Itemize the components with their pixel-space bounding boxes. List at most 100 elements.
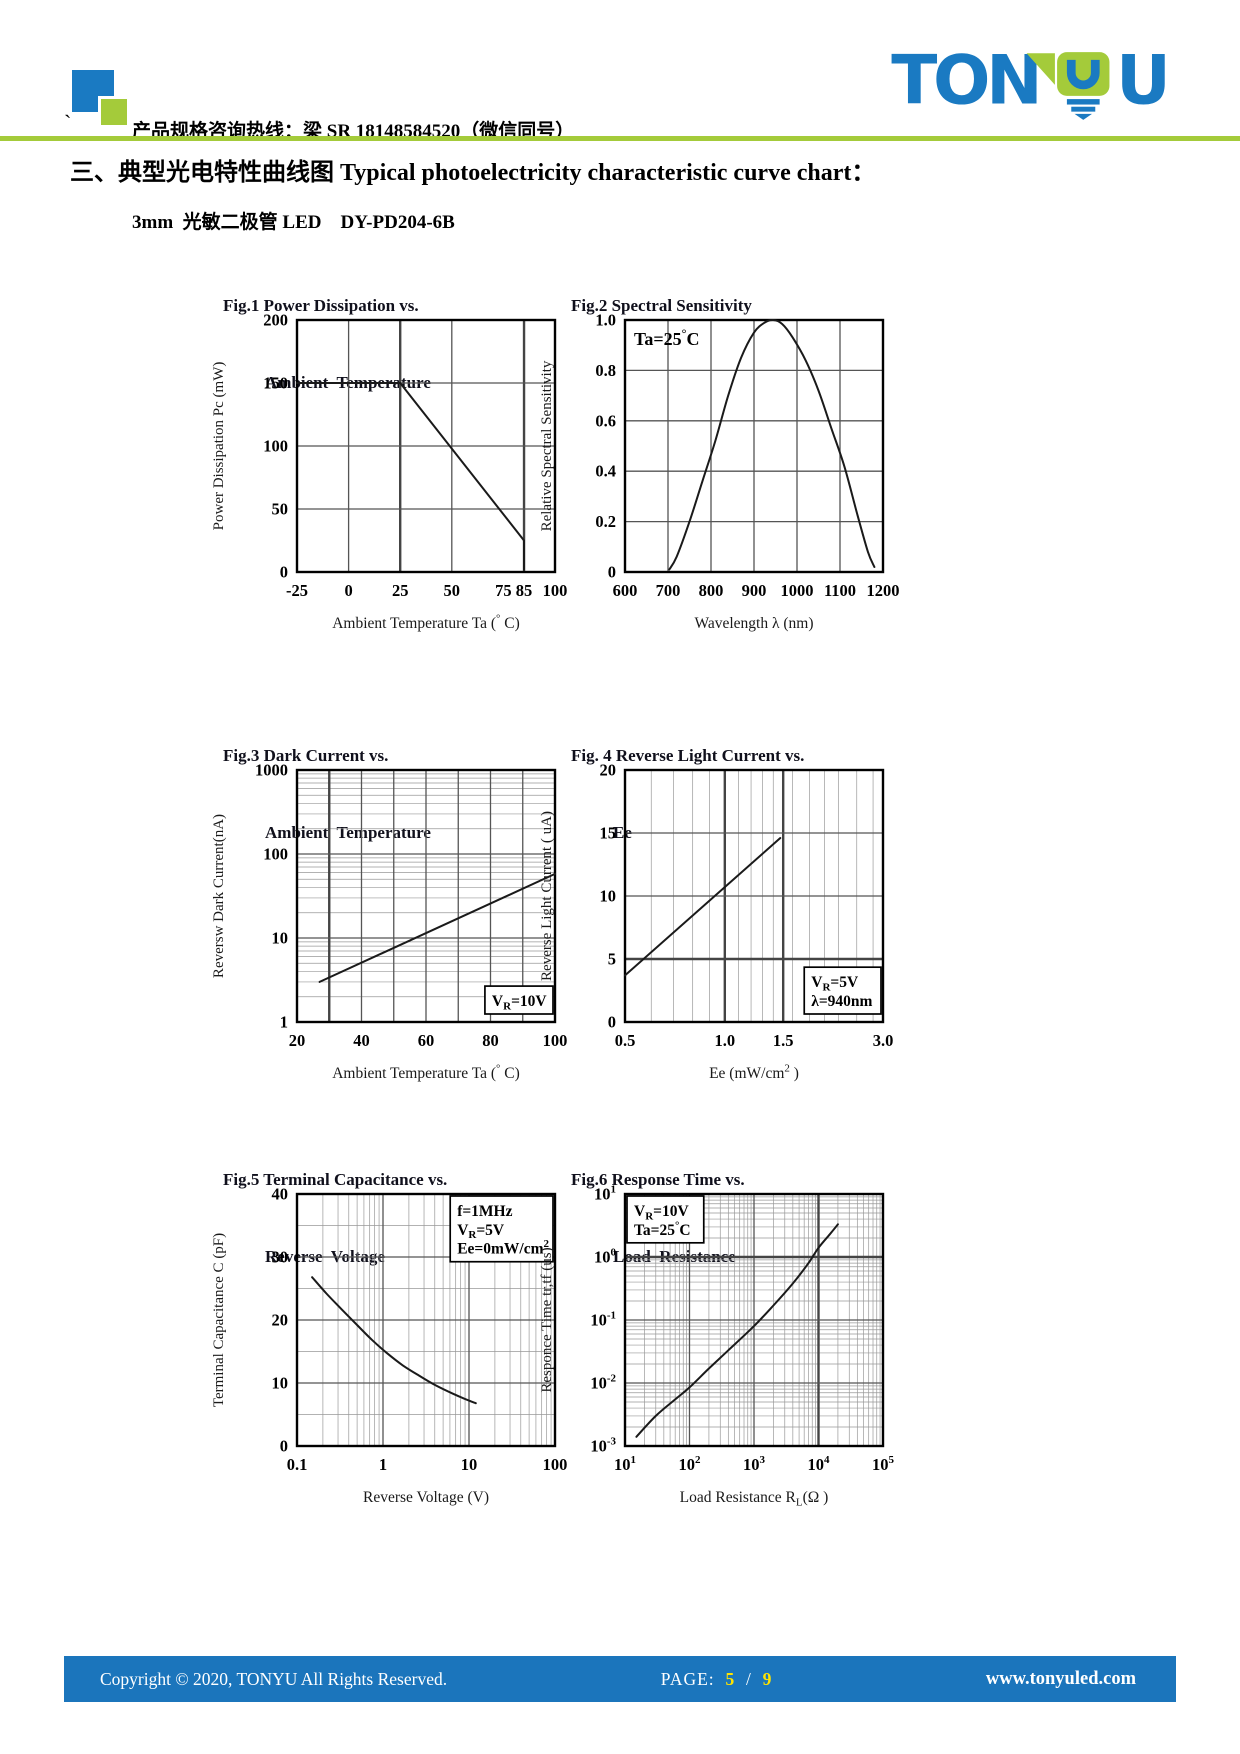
svg-text:10-1: 10-1 xyxy=(590,1310,616,1330)
fig4-caption-line2: Ee xyxy=(613,822,632,842)
svg-text:Reverse Voltage (V): Reverse Voltage (V) xyxy=(363,1489,489,1506)
svg-text:60: 60 xyxy=(418,1031,435,1050)
svg-text:Ambient Temperature Ta (° C): Ambient Temperature Ta (° C) xyxy=(332,612,520,632)
svg-text:0.4: 0.4 xyxy=(595,462,616,481)
svg-text:VR=5V: VR=5V xyxy=(811,974,859,993)
svg-text:0: 0 xyxy=(608,1013,616,1032)
svg-text:20: 20 xyxy=(289,1031,306,1050)
svg-text:1000: 1000 xyxy=(255,761,288,780)
svg-text:20: 20 xyxy=(600,761,617,780)
svg-text:1000: 1000 xyxy=(781,581,814,600)
footer-page-info: PAGE: 5 / 9 xyxy=(661,1669,773,1690)
svg-text:85: 85 xyxy=(516,581,533,600)
figure-6: Fig.6 Response Time vs. Load Resistance … xyxy=(533,1116,933,1512)
svg-text:100: 100 xyxy=(543,1031,568,1050)
fig2-chart: 600 700 800 900 1000 1100 1200 0 0.2 0.4 0.6 0.8 1.0… xyxy=(539,311,900,633)
svg-text:100: 100 xyxy=(263,845,288,864)
svg-text:1100: 1100 xyxy=(824,581,856,600)
svg-text:150: 150 xyxy=(263,374,288,393)
svg-text:80: 80 xyxy=(482,1031,499,1050)
svg-text:Ambient Temperature Ta (° C): Ambient Temperature Ta (° C) xyxy=(332,1062,520,1082)
svg-text:Reversw Dark Current(nA): Reversw Dark Current(nA) xyxy=(211,814,227,978)
product-line: 3mm 光敏二极管 LED DY-PD204-6B xyxy=(132,211,455,233)
figure-1: Fig.1 Power Dissipation vs. Ambient Temp… xyxy=(205,242,605,638)
figure-3: Fig.3 Dark Current vs. Ambient Temperatu… xyxy=(205,692,605,1088)
svg-text:10: 10 xyxy=(272,1374,289,1393)
svg-text:Ee (mW/cm2 ): Ee (mW/cm2 ) xyxy=(709,1062,799,1082)
svg-text:5: 5 xyxy=(608,950,616,969)
svg-text:0.5: 0.5 xyxy=(615,1031,636,1050)
fig2-caption: Fig.2 Spectral Sensitivity xyxy=(571,296,752,315)
svg-text:0.2: 0.2 xyxy=(595,512,616,531)
svg-text:100: 100 xyxy=(543,581,568,600)
svg-text:100: 100 xyxy=(543,1455,568,1474)
svg-text:10: 10 xyxy=(600,887,617,906)
fig3-caption: Fig.3 Dark Current vs. xyxy=(223,746,389,765)
svg-text:10-3: 10-3 xyxy=(590,1436,616,1456)
svg-text:1.5: 1.5 xyxy=(773,1031,794,1050)
svg-text:3.0: 3.0 xyxy=(873,1031,894,1050)
logo-green-triangle xyxy=(1026,53,1055,85)
svg-text:0.6: 0.6 xyxy=(595,411,616,430)
svg-text:VR=10V: VR=10V xyxy=(492,993,547,1012)
svg-text:VR=5V: VR=5V xyxy=(457,1222,505,1241)
fig5-chart: 0.1 1 10 100 0 10 20 30 40 Reverse Voltage (V) Ter… xyxy=(211,1185,568,1507)
fig6-chart: 101 102 103 104 105 10-3 10-2 10-1 100 101 Load Re… xyxy=(539,1184,895,1509)
svg-text:0: 0 xyxy=(608,563,616,582)
svg-text:20: 20 xyxy=(272,1311,289,1330)
footer-website: www.tonyuled.com xyxy=(985,1668,1136,1689)
svg-text:900: 900 xyxy=(742,581,767,600)
svg-text:1200: 1200 xyxy=(867,581,900,600)
svg-text:Ta=25°C: Ta=25°C xyxy=(634,1219,691,1239)
svg-text:0: 0 xyxy=(280,563,288,582)
svg-text:Terminal Capacitance C (pF): Terminal Capacitance C (pF) xyxy=(211,1233,227,1407)
svg-text:600: 600 xyxy=(613,581,638,600)
svg-text:100: 100 xyxy=(263,437,288,456)
svg-text:800: 800 xyxy=(699,581,724,600)
svg-text:10-2: 10-2 xyxy=(590,1373,616,1393)
footer-copyright: Copyright © 2020, TONYU All Rights Reser… xyxy=(100,1668,448,1689)
stray-backtick: ` xyxy=(64,110,72,135)
svg-text:25: 25 xyxy=(392,581,409,600)
svg-text:0: 0 xyxy=(344,581,352,600)
fig4-chart: 0.5 1.0 1.5 3.0 0 5 10 15 20 Ee (mW/cm2 ) Reverse … xyxy=(539,761,894,1083)
logo-text-ton: TON xyxy=(891,50,1038,119)
hotline-line: 产品规格咨询热线：梁 SR 18148584520（微信同号） xyxy=(132,120,575,142)
svg-text:Relative Spectral Sensitivity: Relative Spectral Sensitivity xyxy=(539,360,555,531)
figure-2: Fig.2 Spectral Sensitivity 600 700 800 900 1… xyxy=(533,242,933,638)
logo-text-u: U xyxy=(1116,50,1171,119)
fig4-caption: Fig. 4 Reverse Light Current vs. xyxy=(571,746,805,765)
fig1-caption: Fig.1 Power Dissipation vs. xyxy=(223,296,419,315)
svg-text:102: 102 xyxy=(679,1454,702,1474)
svg-text:Ta=25°C: Ta=25°C xyxy=(634,326,699,349)
figure-4: Fig. 4 Reverse Light Current vs. Ee 0.5 1… xyxy=(533,692,933,1088)
figure-5: Fig.5 Terminal Capacitance vs. Reverse V… xyxy=(205,1116,605,1512)
svg-text:30: 30 xyxy=(272,1248,289,1267)
svg-text:Responce Time tr,tf (us): Responce Time tr,tf (us) xyxy=(539,1247,555,1392)
svg-text:700: 700 xyxy=(656,581,681,600)
svg-text:10: 10 xyxy=(461,1455,478,1474)
footer-bar: Copyright © 2020, TONYU All Rights Reser… xyxy=(64,1656,1176,1702)
svg-text:101: 101 xyxy=(594,1184,616,1204)
fig6-caption: Fig.6 Response Time vs. xyxy=(571,1170,745,1189)
svg-text:1: 1 xyxy=(280,1013,288,1032)
footer-page-separator: / xyxy=(745,1668,752,1689)
svg-text:Power Dissipation Pc (mW): Power Dissipation Pc (mW) xyxy=(211,362,227,531)
fig5-caption-line2: Reverse Voltage xyxy=(265,1246,385,1266)
svg-text:105: 105 xyxy=(872,1454,895,1474)
svg-text:1: 1 xyxy=(379,1455,387,1474)
svg-text:50: 50 xyxy=(444,581,461,600)
svg-text:10: 10 xyxy=(272,929,289,948)
svg-text:0.8: 0.8 xyxy=(595,361,616,380)
svg-text:103: 103 xyxy=(743,1454,766,1474)
logo-bulb-icon xyxy=(1057,52,1110,120)
svg-text:50: 50 xyxy=(272,500,289,519)
fig5-caption: Fig.5 Terminal Capacitance vs. xyxy=(223,1170,448,1189)
svg-text:75: 75 xyxy=(495,581,512,600)
svg-text:104: 104 xyxy=(808,1454,831,1474)
svg-text:0.1: 0.1 xyxy=(287,1455,308,1474)
svg-text:λ=940nm: λ=940nm xyxy=(811,993,872,1010)
svg-text:f=1MHz: f=1MHz xyxy=(457,1203,512,1220)
